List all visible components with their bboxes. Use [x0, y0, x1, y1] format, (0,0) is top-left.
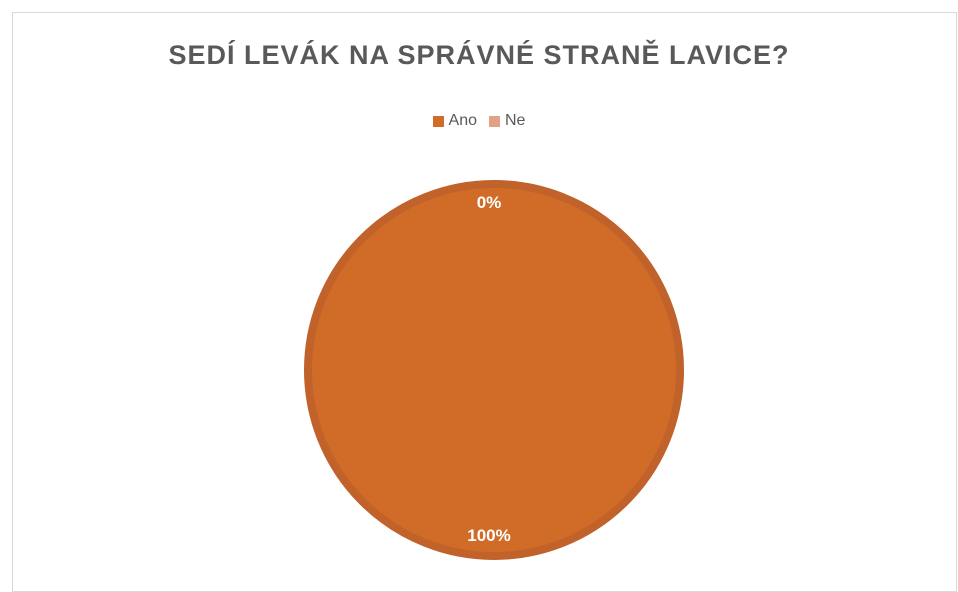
- legend: Ano Ne: [0, 112, 958, 130]
- legend-swatch-ano: [432, 115, 444, 127]
- legend-label-ano: Ano: [448, 112, 477, 129]
- pie-slices: [304, 180, 684, 560]
- legend-swatch-ne: [489, 115, 500, 127]
- legend-item-ano: Ano: [432, 112, 477, 130]
- legend-label-ne: Ne: [505, 112, 526, 129]
- legend-item-ne: Ne: [489, 112, 525, 130]
- pie-slice-ano: [304, 180, 684, 560]
- data-label-ano: 100%: [467, 526, 510, 545]
- pie-data-labels: 0% 100%: [467, 193, 510, 545]
- chart-title: SEDÍ LEVÁK NA SPRÁVNÉ STRANĚ LAVICE?: [168, 40, 790, 70]
- data-label-ne: 0%: [477, 193, 502, 212]
